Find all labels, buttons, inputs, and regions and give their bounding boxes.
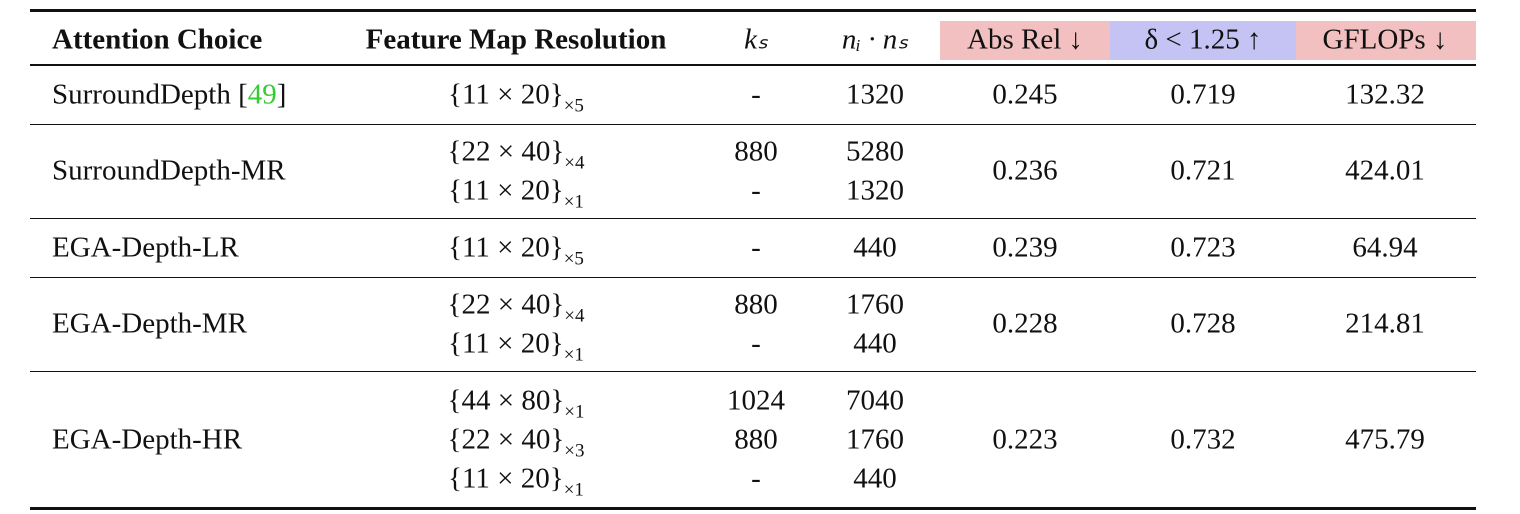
ks-value: 880 — [734, 135, 778, 167]
table-rule — [30, 371, 1476, 373]
method-name: SurroundDepth — [52, 78, 231, 110]
method-cell: SurroundDepth-MR — [52, 154, 286, 187]
resolution: {44 × 80}×1 — [447, 384, 585, 422]
table-rule — [30, 9, 1476, 12]
resolution-base: {44 × 80} — [447, 384, 565, 416]
method-cell: EGA-Depth-MR — [52, 307, 247, 340]
ks-value: - — [751, 78, 761, 110]
table-rule — [30, 277, 1476, 279]
ks-value: - — [751, 327, 761, 359]
ks-value: - — [751, 174, 761, 206]
header-cell: nᵢ · nₛ — [841, 23, 909, 56]
abs-rel: 0.236 — [992, 154, 1058, 187]
delta: 0.721 — [1170, 154, 1236, 187]
resolution: {11 × 20}×5 — [448, 78, 584, 116]
resolution: {11 × 20}×1 — [448, 174, 584, 212]
abs-rel: 0.239 — [992, 231, 1058, 263]
resolution-base: {11 × 20} — [448, 327, 564, 359]
resolution-sub: ×5 — [563, 248, 584, 269]
resolution-sub: ×4 — [564, 152, 585, 173]
header-cell: Feature Map Resolution — [365, 23, 667, 56]
abs-rel: 0.245 — [992, 78, 1058, 110]
resolution: {11 × 20}×1 — [448, 327, 584, 365]
gflops: 214.81 — [1345, 307, 1425, 340]
gflops: 64.94 — [1352, 231, 1418, 263]
header-highlight — [1110, 21, 1296, 60]
ns-value: 440 — [853, 231, 897, 263]
ns-value: 1320 — [846, 78, 904, 110]
table-rule — [30, 218, 1476, 220]
resolution: {22 × 40}×4 — [447, 288, 585, 326]
ks-value: 1024 — [727, 384, 785, 416]
abs-rel: 0.223 — [992, 423, 1058, 455]
gflops: 132.32 — [1345, 78, 1425, 110]
abs-rel: 0.228 — [992, 307, 1058, 340]
ns-value: 7040 — [846, 384, 904, 416]
resolution-base: {22 × 40} — [447, 423, 565, 455]
method-name: EGA-Depth-LR — [52, 231, 239, 263]
header-highlight — [1296, 21, 1476, 60]
method-cell: SurroundDepth [49] — [52, 80, 286, 109]
ns-value: 1320 — [846, 174, 904, 206]
resolution-base: {11 × 20} — [448, 78, 564, 110]
header-cell: GFLOPs ↓ — [1322, 23, 1448, 56]
header-cell: kₛ — [744, 23, 768, 56]
resolution-sub: ×1 — [564, 401, 585, 422]
ks-value: 880 — [734, 423, 778, 455]
resolution-base: {11 × 20} — [448, 174, 564, 206]
ks-value: - — [751, 231, 761, 263]
ns-value: 440 — [853, 462, 897, 494]
ns-value: 440 — [853, 327, 897, 359]
resolution-base: {22 × 40} — [447, 288, 565, 320]
cite-bracket: [ — [238, 78, 248, 110]
gflops: 424.01 — [1345, 154, 1425, 187]
ns-value: 1760 — [846, 288, 904, 320]
resolution-base: {11 × 20} — [448, 462, 564, 494]
gflops: 475.79 — [1345, 423, 1425, 455]
citation: 49 — [247, 78, 277, 110]
header-cell: Abs Rel ↓ — [967, 23, 1083, 56]
resolution-sub: ×1 — [563, 191, 584, 212]
resolution: {11 × 20}×5 — [448, 231, 584, 269]
method-name: SurroundDepth-MR — [52, 154, 286, 187]
header-cell: Attention Choice — [52, 23, 263, 56]
cite-bracket: ] — [276, 78, 287, 110]
resolution: {22 × 40}×3 — [447, 423, 585, 461]
resolution-sub: ×3 — [564, 440, 585, 461]
ns-value: 1760 — [846, 423, 904, 455]
resolution-base: {11 × 20} — [448, 231, 564, 263]
resolution: {22 × 40}×4 — [447, 135, 585, 173]
ns-value: 5280 — [846, 135, 904, 167]
delta: 0.732 — [1170, 423, 1236, 455]
table-rule — [30, 64, 1476, 66]
delta: 0.723 — [1170, 231, 1236, 263]
resolution-base: {22 × 40} — [447, 135, 565, 167]
method-name: EGA-Depth-MR — [52, 307, 247, 340]
header-highlight — [940, 21, 1110, 60]
delta: 0.728 — [1170, 307, 1236, 340]
method-name: EGA-Depth-HR — [52, 423, 243, 455]
resolution: {11 × 20}×1 — [448, 462, 584, 500]
method-cell: EGA-Depth-LR — [52, 233, 239, 262]
ks-value: 880 — [734, 288, 778, 320]
resolution-sub: ×5 — [563, 95, 584, 116]
resolution-sub: ×4 — [564, 305, 585, 326]
table-rule — [30, 124, 1476, 126]
header-cell: δ < 1.25 ↑ — [1144, 23, 1262, 56]
delta: 0.719 — [1170, 78, 1236, 110]
method-cell: EGA-Depth-HR — [52, 425, 242, 454]
ks-value: - — [751, 462, 761, 494]
table-rule — [30, 507, 1476, 510]
resolution-sub: ×1 — [563, 479, 584, 500]
resolution-sub: ×1 — [563, 344, 584, 365]
